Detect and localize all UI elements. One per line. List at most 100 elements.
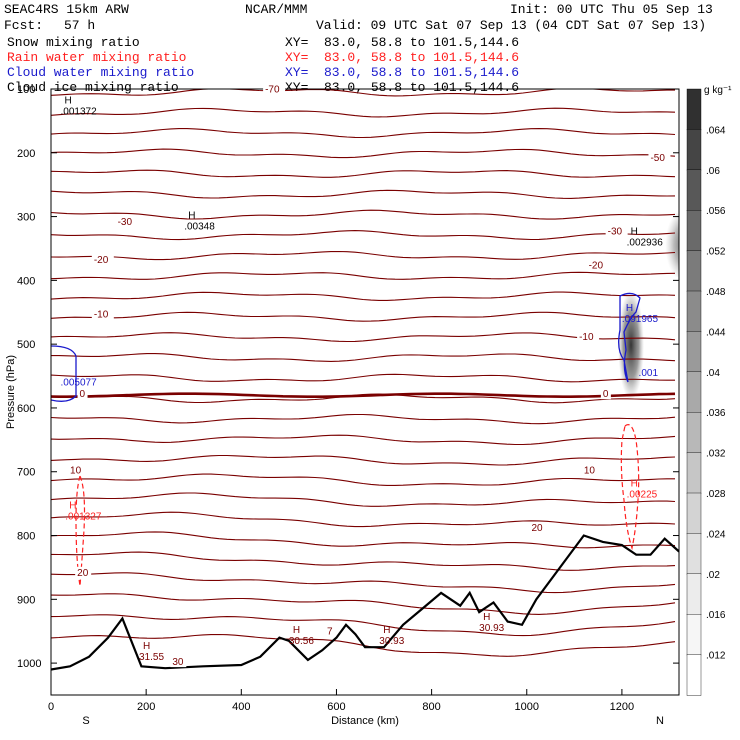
high-marker: H <box>383 625 390 636</box>
colorbar-tick-label: .012 <box>706 651 726 662</box>
model-title: SEAC4RS 15km ARW <box>4 2 129 17</box>
temperature-contour-label: 10 <box>584 466 596 477</box>
colorbar-swatch <box>686 533 702 575</box>
field-cloudwater-name: Cloud water mixing ratio <box>7 65 195 80</box>
contour-label-bg <box>91 254 114 266</box>
high-value-label: .00225 <box>627 489 658 500</box>
temperature-contour-line <box>51 531 676 549</box>
temperature-contour-line <box>51 353 676 362</box>
temperature-contour-line <box>51 454 676 466</box>
y-tick-label: 400 <box>17 275 35 287</box>
temperature-contour-label: -50 <box>650 153 665 164</box>
colorbar-swatch <box>686 88 702 131</box>
temperature-contour-line <box>51 128 676 139</box>
temperature-contour-line <box>51 332 676 343</box>
temperature-contour-line <box>51 189 676 199</box>
temperature-contour-line <box>51 492 676 507</box>
colorbar-tick-label: .032 <box>706 449 726 460</box>
colorbar-swatch <box>686 492 702 535</box>
colorbar-tick-label: .016 <box>706 610 726 621</box>
temperature-contour-line <box>51 511 676 528</box>
y-axis-label: Pressure (hPa) <box>5 355 17 429</box>
colorbar-swatch <box>686 371 702 413</box>
y-tick-label: 1000 <box>17 658 41 670</box>
y-tick-label: 800 <box>17 531 35 543</box>
x-tick-label: 600 <box>327 701 345 713</box>
plot-frame <box>50 88 680 696</box>
high-marker: H <box>626 303 633 314</box>
temperature-contour-label: -20 <box>589 260 604 271</box>
contour-label-bg <box>75 566 92 578</box>
temperature-contour-line <box>51 230 676 241</box>
temperature-contour-line <box>51 250 676 261</box>
high-marker: H <box>69 501 76 512</box>
contour-label-bg <box>581 464 598 476</box>
contour-label-bg <box>170 656 187 668</box>
y-tick-label: 600 <box>17 403 35 415</box>
y-tick-label: 300 <box>17 212 35 224</box>
colorbar-swatch <box>686 129 702 171</box>
temperature-contour-label: 0 <box>603 389 609 400</box>
x-tick-label: 400 <box>232 701 250 713</box>
field-rain-name: Rain water mixing ratio <box>7 50 187 65</box>
colorbar-swatch <box>686 250 702 292</box>
high-marker: H <box>65 96 72 107</box>
temperature-contour-line <box>51 271 676 280</box>
high-marker: H <box>143 641 150 652</box>
temperature-contour-label: -10 <box>579 332 594 343</box>
y-tick-label: 200 <box>17 148 35 160</box>
high-marker: H <box>188 210 195 221</box>
colorbar-swatch <box>686 169 702 211</box>
contour-label-bg <box>529 522 546 534</box>
contour-label-bg <box>263 83 286 95</box>
high-value-label: 30.56 <box>289 636 314 647</box>
field-rain-xy: XY= 83.0, 58.8 to 101.5,144.6 <box>285 50 520 65</box>
temperature-contour-line <box>51 614 676 637</box>
cloud-water-contour-north <box>618 292 641 383</box>
high-value-label: .001372 <box>61 107 98 118</box>
temperature-contour-line <box>51 209 676 220</box>
high-value-label: 30.93 <box>479 623 504 634</box>
colorbar-tick-label: .028 <box>706 489 726 500</box>
contour-label-bg <box>600 388 611 400</box>
high-value-label: .091965 <box>622 314 659 325</box>
colorbar-swatch <box>686 331 702 373</box>
temperature-contour-line <box>51 434 676 446</box>
high-value-label: 31.55 <box>139 652 164 663</box>
temperature-contour-label: -30 <box>608 227 623 238</box>
temperature-contour-line <box>51 413 676 425</box>
colorbar-swatch <box>686 209 702 252</box>
colorbar-tick-label: .06 <box>706 166 720 177</box>
high-marker: H <box>293 625 300 636</box>
colorbar-tick-label: .052 <box>706 247 726 258</box>
temperature-contour-line <box>51 593 676 615</box>
colorbar-tick-label: .036 <box>706 408 726 419</box>
temperature-contour-label: 20 <box>77 568 89 579</box>
temperature-contour-line <box>51 551 676 571</box>
x-tick-label: 800 <box>422 701 440 713</box>
x-tick-label: 1200 <box>610 701 634 713</box>
contour-label-bg <box>605 225 628 237</box>
contour-labels: -70-50-30-30-20 -20-10-100 010 10202030H.00… <box>61 83 671 668</box>
high-value-label: .001327 <box>65 512 102 523</box>
contour-label-bg <box>586 259 609 271</box>
center-title: NCAR/MMM <box>245 2 308 17</box>
field-cloudice-xy: XY= 83.0, 58.8 to 101.5,144.6 <box>285 80 520 95</box>
temperature-contour-label: 30 <box>172 657 184 668</box>
high-value-label: .005077 <box>61 378 98 389</box>
valid-time: Valid: 09 UTC Sat 07 Sep 13 (04 CDT Sat … <box>316 18 707 33</box>
contour-label-bg <box>577 330 600 342</box>
field-cloudwater-xy: XY= 83.0, 58.8 to 101.5,144.6 <box>285 65 520 80</box>
init-time: Init: 00 UTC Thu 05 Sep 13 <box>510 2 713 17</box>
temperature-contour-line <box>51 473 675 486</box>
contour-label-bg <box>68 464 85 476</box>
temperature-contour-label: -10 <box>94 309 109 320</box>
colorbar-swatch <box>686 614 702 656</box>
fcst-label: Fcst: <box>4 18 44 33</box>
temperature-contour-line <box>51 373 675 383</box>
colorbar-swatch <box>686 290 702 333</box>
temperature-contour-label: 20 <box>532 523 544 534</box>
high-marker: H <box>631 226 638 237</box>
colorbar-unit: g kg⁻¹ <box>704 85 732 96</box>
